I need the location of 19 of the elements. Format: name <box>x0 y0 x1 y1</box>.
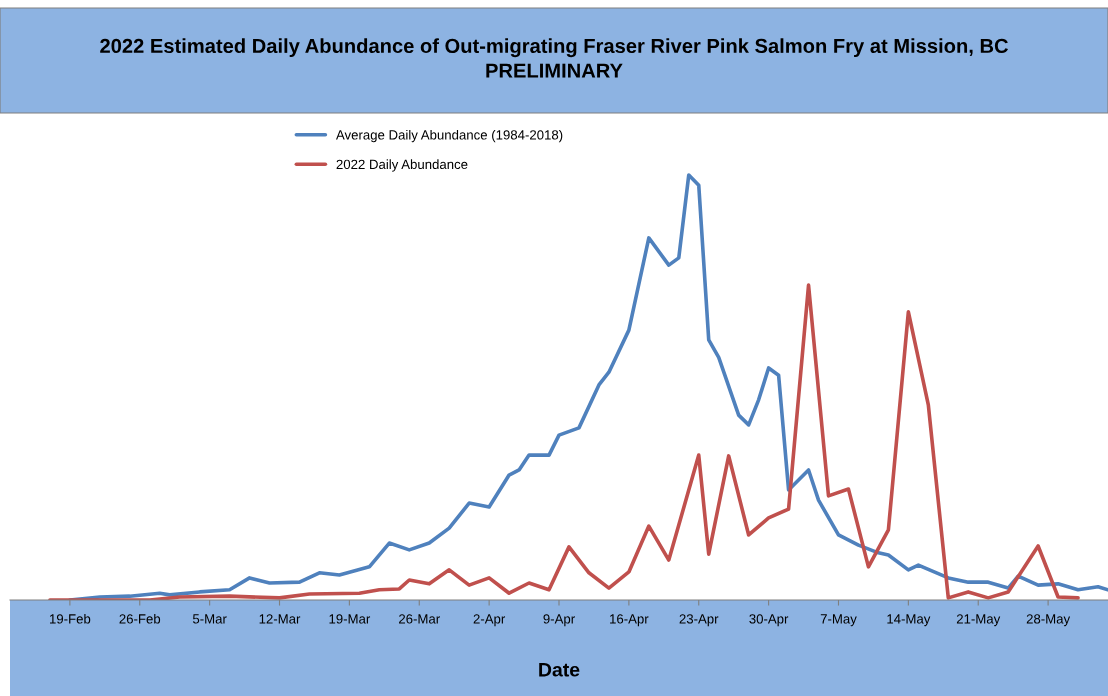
chart-title: 2022 Estimated Daily Abundance of Out-migrating Fraser River Pink Salmon Fry at Mission, BC PRELIMINARY <box>100 38 1009 78</box>
x-tick-label: 9-Apr <box>543 614 575 627</box>
x-tick-label: 16-Apr <box>610 614 649 627</box>
x-axis-title: Date <box>539 663 580 677</box>
x-tick-label: 26-Mar <box>399 614 440 624</box>
legend-label: Average Daily Abundance (1984-2018) <box>335 129 563 143</box>
x-tick-label: 21-May <box>956 614 1001 627</box>
x-tick-label: 2-Apr <box>473 614 506 627</box>
x-tick-label: 26-Feb <box>119 613 161 624</box>
x-tick-label: 5-Mar <box>192 614 227 624</box>
x-tick-label: 19-Feb <box>50 613 91 624</box>
x-tick-label: 28-May <box>1026 614 1071 627</box>
x-tick-label: 19-Mar <box>329 614 371 624</box>
legend-label: 2022 Daily Abundance <box>336 159 468 172</box>
x-tick-label: 7-May <box>820 614 857 627</box>
x-tick-label: 23-Apr <box>679 614 719 627</box>
x-tick-label: 30-Apr <box>749 614 789 627</box>
x-tick-label: 12-Mar <box>259 614 301 624</box>
x-tick-label: 14-May <box>887 614 931 627</box>
